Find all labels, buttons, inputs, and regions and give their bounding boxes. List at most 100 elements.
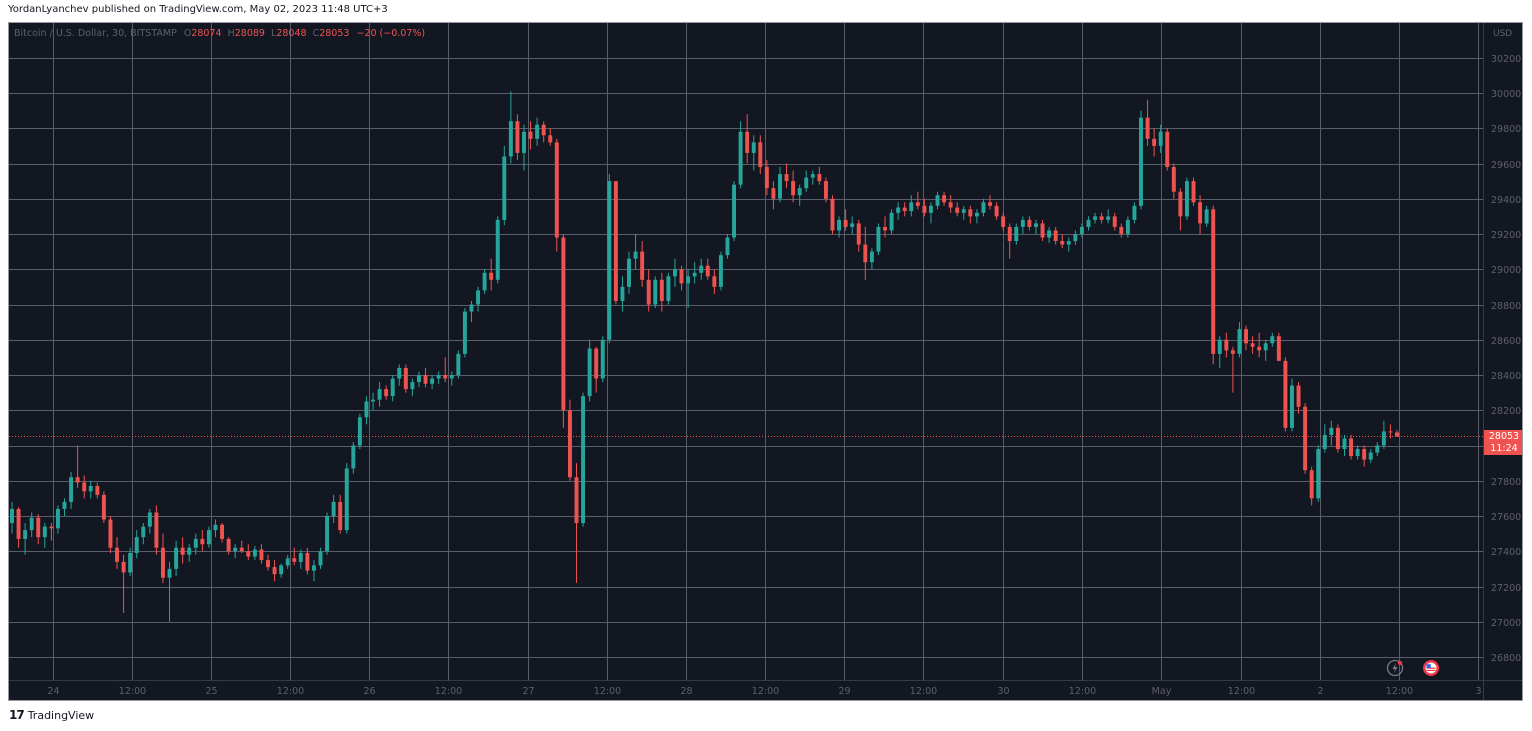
candle-body: [600, 339, 605, 379]
candle-body: [206, 530, 211, 545]
candle-body: [922, 205, 927, 213]
candle-body: [1198, 202, 1203, 224]
time-tick-label: 25: [205, 686, 217, 697]
low-label: L: [271, 28, 277, 39]
time-tick-label: 24: [47, 686, 59, 697]
candle-body: [482, 272, 487, 291]
candle-body: [1375, 445, 1380, 453]
time-tick-label: 2: [1317, 686, 1323, 697]
candle-body: [1342, 438, 1347, 450]
candle-body: [627, 258, 631, 287]
candle-body: [1139, 117, 1143, 206]
candle-body: [371, 399, 375, 402]
chart-frame[interactable]: 30200 30000 29800 29600 29400 29200 29000 28800…: [8, 22, 1523, 701]
candle-body: [10, 508, 14, 524]
candle-body: [653, 279, 658, 305]
candle-body: [1165, 131, 1170, 168]
candle-body: [1224, 339, 1229, 351]
candle-body: [364, 401, 369, 418]
candle-body: [633, 251, 638, 259]
candle-body: [502, 156, 507, 220]
candle-body: [121, 561, 126, 573]
candle-body: [535, 124, 540, 139]
candle-body: [1244, 329, 1248, 344]
candle-body: [823, 181, 828, 199]
candle-body: [239, 547, 244, 552]
candle-body: [1171, 167, 1176, 192]
candle-body: [942, 195, 947, 203]
candle-body: [147, 512, 152, 527]
candle-body: [1230, 350, 1235, 354]
candle-body: [1001, 216, 1006, 227]
candle-body: [489, 272, 494, 280]
lightning-icon[interactable]: [1386, 659, 1404, 677]
candle-body: [804, 177, 809, 189]
candle-body: [889, 212, 894, 231]
candle-body: [1125, 219, 1130, 234]
time-tick-label: 12:00: [910, 686, 937, 697]
candle-body: [620, 286, 625, 301]
candle-body: [672, 269, 677, 277]
candle-body: [1368, 452, 1373, 460]
candle-body: [528, 131, 533, 139]
last-price-value: 28053: [1488, 431, 1520, 442]
price-tick-label: 29600: [1491, 160, 1521, 171]
candle-body: [246, 551, 251, 557]
candle-body: [718, 255, 723, 287]
candle-body: [961, 209, 966, 213]
candle-body: [1132, 205, 1137, 220]
candle-body: [285, 558, 290, 566]
candle-body: [1106, 216, 1111, 220]
candle-body: [587, 348, 592, 397]
candle-body: [200, 538, 205, 545]
candle-body: [82, 482, 87, 492]
candle-body: [397, 367, 402, 379]
candle-body: [725, 237, 730, 256]
candle-body: [423, 375, 428, 384]
candle-body: [522, 131, 526, 153]
candle-body: [298, 553, 303, 562]
price-tick-label: 29000: [1491, 265, 1521, 276]
candle-body: [213, 524, 218, 531]
price-tick-label: 29400: [1491, 195, 1521, 206]
candle-body: [193, 538, 198, 548]
candlestick-chart[interactable]: 30200 30000 29800 29600 29400 29200 29000 28800…: [9, 23, 1523, 701]
candle-body: [994, 205, 999, 217]
candle-body: [837, 219, 842, 231]
candle-body: [36, 517, 41, 538]
candle-body: [436, 375, 441, 379]
candle-body: [55, 508, 60, 529]
tradingview-brand[interactable]: 17 TradingView: [9, 708, 94, 722]
price-tick-label: 27400: [1491, 547, 1521, 558]
candle-body: [1152, 138, 1157, 146]
candle-body: [745, 131, 750, 153]
close-label: C: [312, 28, 320, 39]
candle-body: [948, 202, 953, 208]
price-tick-label: 27600: [1491, 512, 1521, 523]
price-tick-label: 28600: [1491, 336, 1521, 347]
us-flag-events-icon[interactable]: [1422, 659, 1440, 677]
candle-body: [462, 311, 467, 354]
candle-body: [1362, 449, 1367, 460]
candle-body: [869, 251, 874, 263]
candle-body: [128, 553, 133, 573]
candle-body: [666, 276, 671, 301]
candle-body: [581, 396, 586, 524]
symbol-label[interactable]: Bitcoin / U.S. Dollar, 30, BITSTAMP: [14, 28, 177, 39]
candle-body: [915, 202, 920, 206]
ohlc-legend: Bitcoin / U.S. Dollar, 30, BITSTAMP O280…: [14, 28, 425, 39]
candle-body: [955, 207, 960, 213]
candle-body: [863, 244, 868, 263]
time-tick-label: 26: [363, 686, 375, 697]
candle-body: [1283, 360, 1288, 428]
currency-label: USD: [1493, 29, 1512, 39]
price-tick-label: 27200: [1491, 583, 1521, 594]
time-tick-label: May: [1152, 686, 1172, 697]
candle-body: [161, 547, 165, 578]
change-value: −20 (−0.07%): [356, 28, 426, 39]
candle-body: [561, 237, 566, 411]
candle-body: [1007, 226, 1012, 242]
candle-body: [981, 202, 986, 213]
candle-body: [187, 547, 192, 555]
candle-body: [456, 353, 461, 375]
